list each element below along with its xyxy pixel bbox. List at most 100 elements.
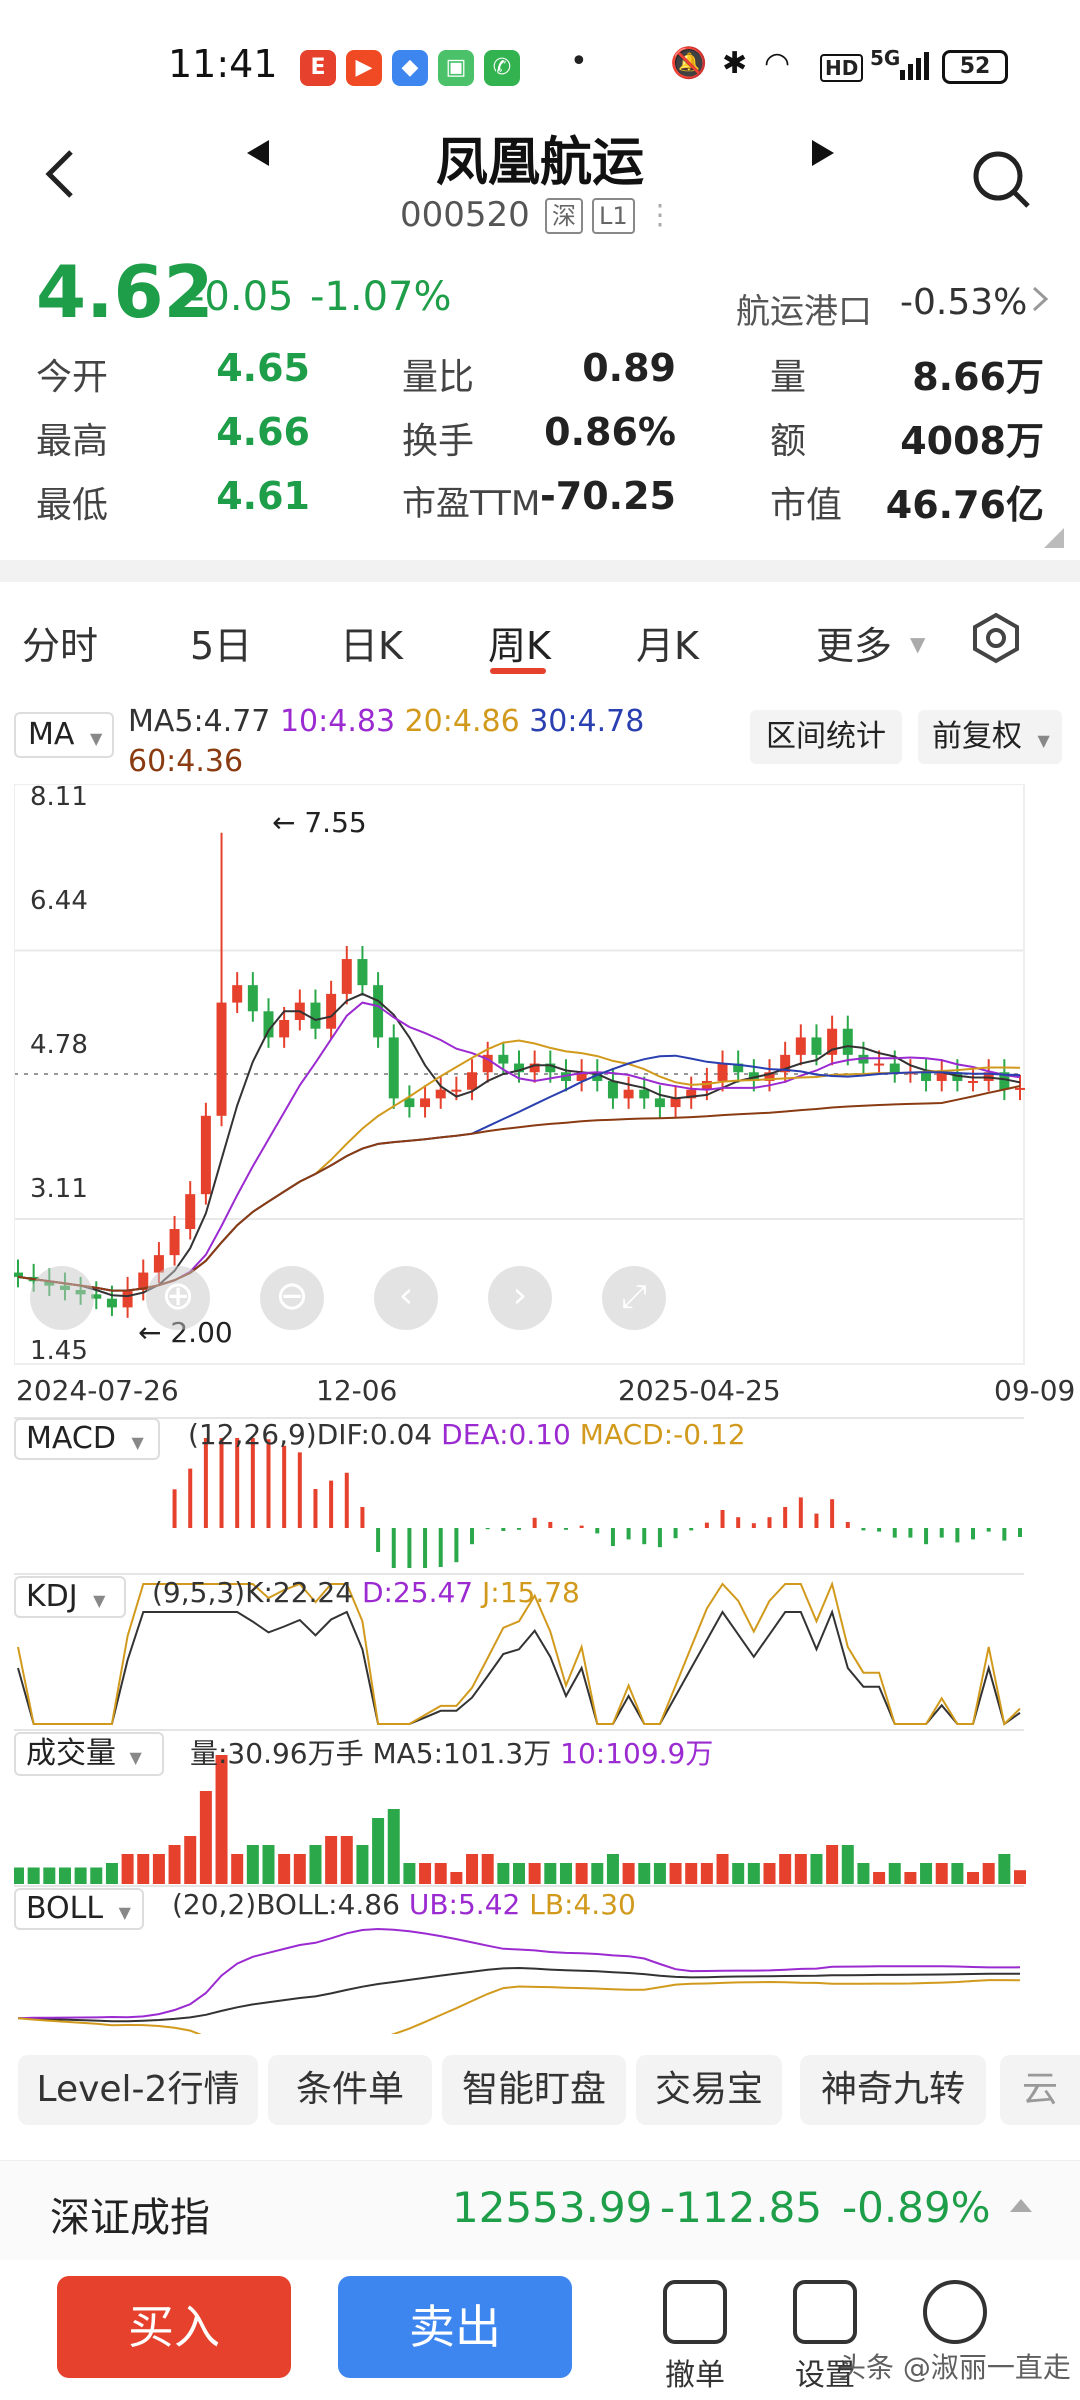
candle-body (639, 1089, 650, 1099)
more-menu-button[interactable] (910, 2280, 1000, 2344)
chart-next-icon[interactable]: › (488, 1266, 552, 1330)
candle-body (686, 1089, 697, 1099)
open-label: 今开 (36, 357, 109, 398)
volume-bar (199, 1791, 212, 1884)
volume-bar (262, 1845, 275, 1884)
chip-smart-watch[interactable]: 智能盯盘 (442, 2055, 626, 2125)
last-price: 4.62 (36, 250, 214, 334)
boll-selector-label: BOLL (26, 1891, 104, 1926)
volume-bar (74, 1867, 87, 1884)
signal-icon (900, 52, 930, 80)
volume-bar (121, 1854, 134, 1884)
volume-bar (982, 1863, 995, 1884)
candle-body (514, 1063, 524, 1073)
chip-conditional-order[interactable]: 条件单 (268, 2055, 432, 2125)
low-label: 最低 (36, 485, 109, 526)
prev-stock-icon[interactable] (245, 138, 271, 172)
tab-intraday[interactable]: 分时 (22, 624, 99, 668)
adjust-dropdown-icon: ▼ (1037, 731, 1050, 750)
buy-button[interactable]: 买入 (57, 2276, 291, 2378)
candle-body (232, 985, 243, 1003)
chart-canvas[interactable] (14, 784, 1064, 2034)
volume-selector[interactable]: 成交量 ▼ (14, 1732, 164, 1776)
boll-mid: (20,2)BOLL:4.86 (172, 1888, 400, 1921)
sell-button[interactable]: 卖出 (338, 2276, 572, 2378)
candle-body (827, 1028, 838, 1055)
zoom-out-icon[interactable]: ⊖ (260, 1266, 324, 1330)
index-bar[interactable]: 深证成指 12553.99 -112.85 -0.89% (0, 2160, 1080, 2260)
back-icon[interactable] (45, 148, 75, 204)
expand-up-icon[interactable] (1010, 2199, 1032, 2212)
macd-selector[interactable]: MACD ▼ (14, 1418, 160, 1460)
fullscreen-icon[interactable]: ⤢ (602, 1266, 666, 1330)
index-pct: -0.89% (842, 2183, 991, 2232)
app-e-icon: E (300, 50, 336, 86)
next-stock-icon[interactable] (810, 138, 836, 172)
volume-bar (466, 1854, 479, 1884)
network-icon: 5G (870, 46, 901, 70)
candle-body (498, 1054, 509, 1064)
volume-bar (43, 1867, 56, 1884)
volume-bar (622, 1863, 635, 1884)
index-name: 深证成指 (50, 2195, 210, 2241)
zoom-in-icon[interactable]: ⊕ (146, 1266, 210, 1330)
chip-cloud[interactable]: 云 (1000, 2055, 1080, 2125)
tab-monthly-k[interactable]: 月K (636, 624, 699, 668)
tab-more[interactable]: 更多 (816, 624, 893, 668)
volume-bar (826, 1845, 839, 1884)
volume-bar (372, 1818, 385, 1884)
more-dots-icon[interactable]: ⋮ (646, 198, 674, 231)
tab-5day[interactable]: 5日 (190, 624, 253, 668)
chart-scroll-left-icon[interactable] (30, 1266, 94, 1330)
kdj-selector-label: KDJ (26, 1579, 78, 1614)
volume-bar (293, 1854, 306, 1884)
boll-lb: LB:4.30 (529, 1888, 636, 1921)
high-value: 4.66 (216, 410, 310, 454)
tab-weekly-k[interactable]: 周K (488, 624, 551, 668)
index-change: -112.85 (660, 2183, 823, 2232)
chevron-right-icon[interactable] (1030, 284, 1050, 318)
candle-body (279, 1020, 290, 1038)
tab-daily-k[interactable]: 日K (340, 624, 403, 668)
candle-body (404, 1098, 415, 1108)
kdj-selector[interactable]: KDJ ▼ (14, 1576, 126, 1618)
candle-body (341, 959, 352, 994)
volume-bar (356, 1845, 369, 1884)
amount-label: 额 (770, 421, 807, 462)
volume-bar (513, 1863, 525, 1884)
chart-prev-icon[interactable]: ‹ (374, 1266, 438, 1330)
boll-selector[interactable]: BOLL ▼ (14, 1888, 144, 1930)
volume-bar (168, 1845, 181, 1884)
y-label-2: 6.44 (30, 886, 88, 916)
chip-trade-treasure[interactable]: 交易宝 (636, 2055, 782, 2125)
volume-bar (732, 1863, 745, 1884)
settings-button[interactable]: 设置 (780, 2280, 870, 2394)
kline-chart-area[interactable]: MA ▼ MA5:4.77 10:4.83 20:4.86 30:4.78 60… (0, 692, 1080, 2034)
x-label-1: 2024-07-26 (16, 1374, 179, 1407)
candle-body (451, 1089, 462, 1092)
candle-body (701, 1080, 712, 1090)
ma-selector-label: MA (28, 717, 75, 752)
chip-magic-nine[interactable]: 神奇九转 (800, 2055, 986, 2125)
candle-body (576, 1072, 587, 1081)
candle-body (733, 1063, 744, 1073)
x-label-3: 2025-04-25 (618, 1374, 781, 1407)
watermark: 头条 @淑丽一直走 (838, 2351, 1071, 2384)
adjust-selector[interactable]: 前复权 ▼ (918, 710, 1062, 764)
kdj-j-line (17, 1580, 1021, 1727)
gear-icon (793, 2280, 857, 2344)
search-icon[interactable] (970, 148, 1032, 214)
volume-ratio-value: 0.89 (582, 346, 676, 390)
ma5-value: MA5:4.77 (128, 704, 271, 739)
sector-name[interactable]: 航运港口 (736, 292, 872, 332)
settings-hex-icon[interactable] (970, 612, 1022, 668)
main-ma-lines (17, 992, 1021, 1298)
range-stats-button[interactable]: 区间统计 (750, 710, 902, 764)
chip-level2[interactable]: Level-2行情 (18, 2055, 258, 2125)
high-label: 最高 (36, 421, 109, 462)
ma-selector[interactable]: MA ▼ (14, 712, 114, 758)
cancel-order-button[interactable]: 撤单 (650, 2280, 740, 2394)
candle-body (14, 1272, 23, 1277)
expand-corner-icon[interactable] (1044, 528, 1064, 548)
candle-body (842, 1028, 853, 1055)
